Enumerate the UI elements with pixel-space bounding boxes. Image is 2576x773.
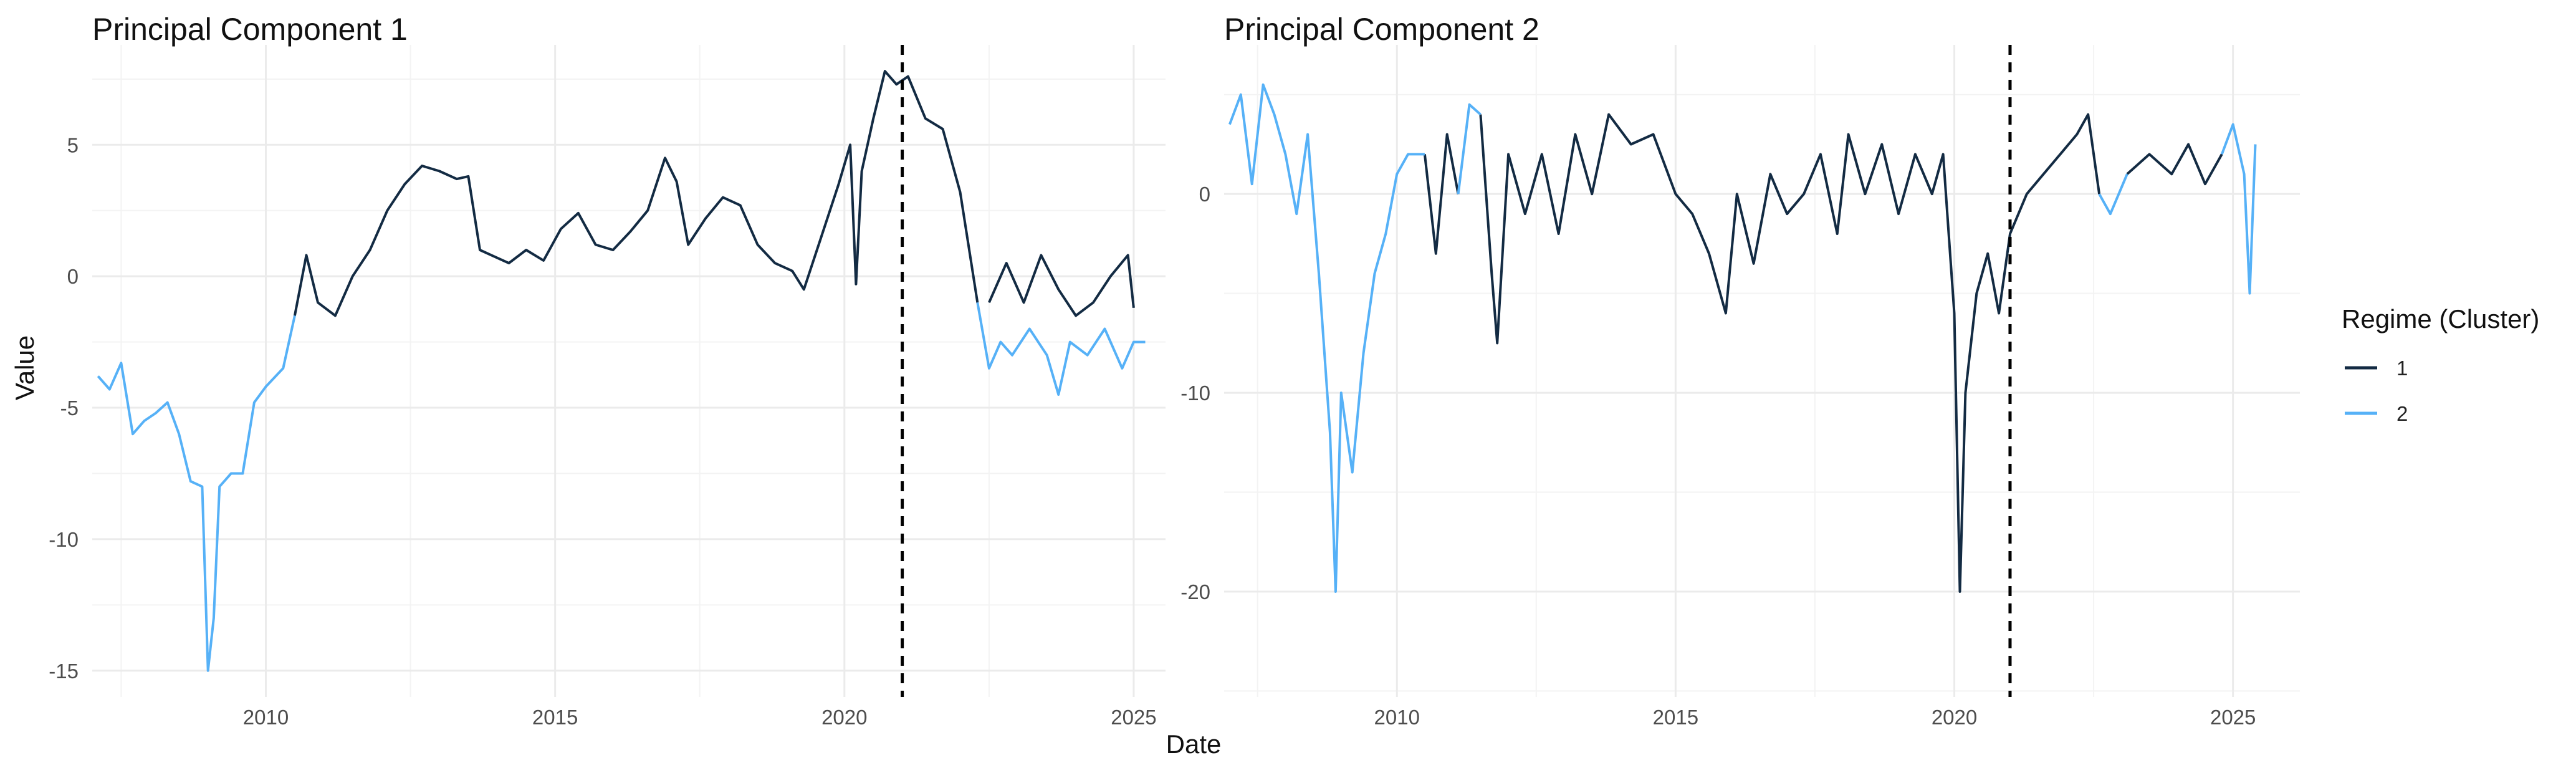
series-line-cluster-1: [293, 70, 979, 317]
series-line-cluster-2: [1228, 83, 1425, 593]
series-line-cluster-1: [1479, 113, 2101, 593]
series-line-cluster-1: [1423, 133, 1460, 255]
x-tick-label: 2010: [1374, 706, 1420, 729]
panel-1-x-ticks: 2010 2015 2020 2025: [243, 706, 1157, 729]
panel-1-y-ticks: -15 -10 -5 0 5: [49, 133, 79, 683]
panel-2-grid: [1224, 45, 2300, 697]
y-axis-title: Value: [10, 335, 39, 400]
series-line-cluster-2: [976, 302, 1146, 396]
x-tick-label: 2010: [243, 706, 289, 729]
series-line-cluster-1: [988, 254, 1135, 317]
y-tick-label: -5: [60, 396, 79, 420]
y-tick-label: -15: [49, 660, 79, 683]
y-tick-label: -10: [1180, 382, 1210, 405]
legend: Regime (Cluster) 1 2: [2342, 304, 2539, 425]
panel-2-y-ticks: -20 -10 0: [1180, 183, 1210, 603]
legend-label-cluster-1: 1: [2396, 357, 2408, 380]
series-line-cluster-2: [2220, 123, 2257, 295]
panel-2-x-ticks: 2010 2015 2020 2025: [1374, 706, 2256, 729]
panel-1-title: Principal Component 1: [92, 12, 408, 47]
x-tick-label: 2020: [1932, 706, 1977, 729]
panel-1-grid: [92, 45, 1166, 697]
x-tick-label: 2025: [2210, 706, 2256, 729]
series-line-cluster-2: [2098, 173, 2128, 216]
y-tick-label: -10: [49, 528, 79, 551]
y-tick-label: 0: [1199, 183, 1210, 206]
panel-2-title: Principal Component 2: [1224, 12, 1539, 47]
x-tick-label: 2015: [532, 706, 578, 729]
panel-1-lines: [97, 45, 1146, 697]
y-tick-label: -20: [1180, 580, 1210, 603]
legend-label-cluster-2: 2: [2396, 402, 2408, 425]
x-tick-label: 2020: [821, 706, 867, 729]
y-tick-label: 5: [67, 133, 79, 156]
x-tick-label: 2015: [1653, 706, 1698, 729]
panel-2-lines: [1228, 45, 2257, 697]
y-tick-label: 0: [67, 265, 79, 288]
x-tick-label: 2025: [1111, 706, 1156, 729]
series-line-cluster-2: [1457, 103, 1482, 194]
legend-title: Regime (Cluster): [2342, 304, 2539, 334]
x-axis-title: Date: [1166, 729, 1222, 759]
series-line-cluster-2: [97, 315, 296, 672]
series-line-cluster-1: [2126, 143, 2223, 186]
